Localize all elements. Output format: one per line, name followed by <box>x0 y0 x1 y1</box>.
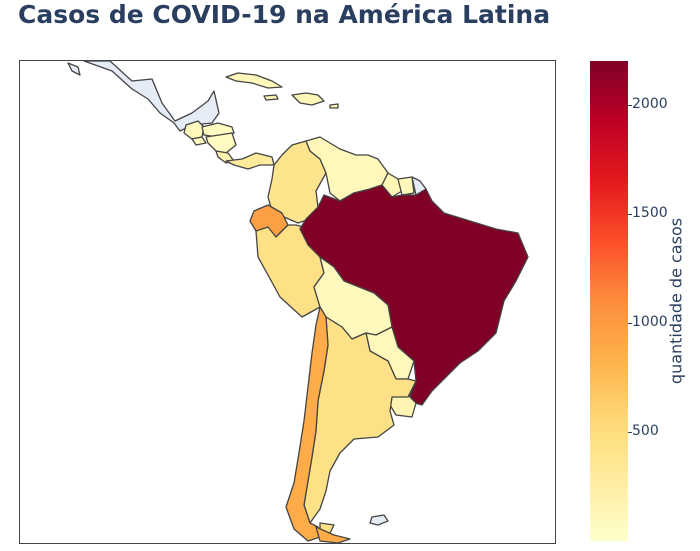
region-puerto-rico[interactable] <box>329 103 339 109</box>
region-panama[interactable] <box>225 152 275 170</box>
colorbar-tick-mark <box>628 213 632 215</box>
colorbar <box>590 61 628 541</box>
map-frame[interactable] <box>19 60 556 544</box>
region-mexico-baja <box>67 62 81 76</box>
chart-title: Casos de COVID-19 na América Latina <box>18 0 551 29</box>
colorbar-tick-label: 500 <box>632 422 659 439</box>
region-chile-south <box>315 526 351 543</box>
choropleth-map[interactable] <box>20 61 555 543</box>
region-uruguay[interactable] <box>389 394 417 418</box>
region-falklands <box>369 514 389 526</box>
colorbar-tick-label: 1500 <box>632 204 668 221</box>
region-nicaragua[interactable] <box>205 132 237 154</box>
colorbar-tick-mark <box>628 322 632 324</box>
region-hispaniola[interactable] <box>291 92 325 106</box>
region-colombia[interactable] <box>267 140 327 224</box>
colorbar-tick-label: 1000 <box>632 313 668 330</box>
colorbar-tick-mark <box>628 104 632 106</box>
region-jamaica[interactable] <box>263 94 279 101</box>
region-el-salvador[interactable] <box>191 136 207 146</box>
colorbar-tick-label: 2000 <box>632 95 668 112</box>
region-mexico[interactable] <box>83 61 220 132</box>
colorbar-title: quantidade de casos <box>666 217 686 385</box>
region-suriname[interactable] <box>397 176 415 196</box>
region-cuba[interactable] <box>225 72 283 89</box>
colorbar-tick-mark <box>628 431 632 433</box>
